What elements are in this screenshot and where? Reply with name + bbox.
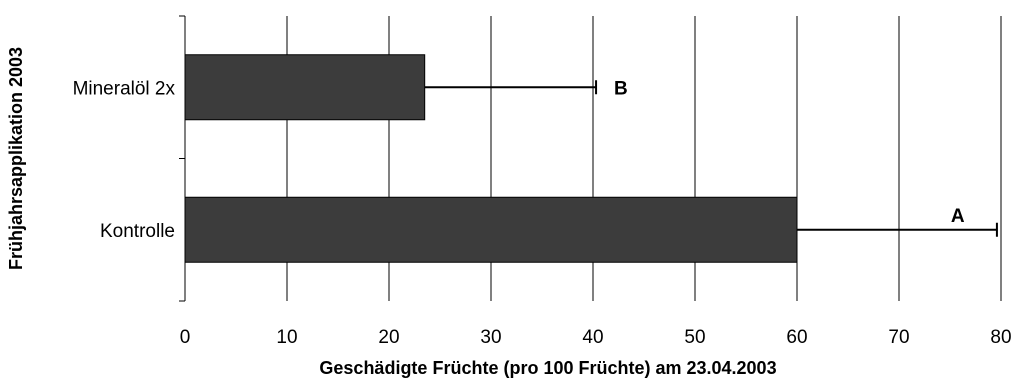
bar-1 [184, 54, 426, 121]
x-tick-label-10: 10 [276, 327, 297, 348]
category-label-2: Kontrolle [100, 221, 175, 242]
significance-letter-A: A [951, 206, 965, 227]
x-tick-label-20: 20 [378, 327, 399, 348]
y-axis-title: Frühjahrsapplikation 2003 [6, 47, 26, 270]
x-tick-label-0: 0 [180, 327, 191, 348]
bars [184, 54, 998, 263]
x-tick-label-70: 70 [888, 327, 909, 348]
axes [179, 15, 186, 302]
x-tick-label-60: 60 [786, 327, 807, 348]
bar-2 [184, 196, 798, 263]
labels: 0 10 20 30 40 50 60 70 80 Mineralöl 2x B Kontrolle A [73, 78, 1012, 348]
x-axis-title: Geschädigte Früchte (pro 100 Früchte) am… [319, 358, 776, 378]
x-tick-label-40: 40 [582, 327, 603, 348]
x-tick-label-30: 30 [480, 327, 501, 348]
x-tick-label-50: 50 [684, 327, 705, 348]
x-tick-label-80: 80 [990, 327, 1011, 348]
category-label-1: Mineralöl 2x [73, 78, 176, 99]
significance-letter-B: B [614, 78, 628, 99]
